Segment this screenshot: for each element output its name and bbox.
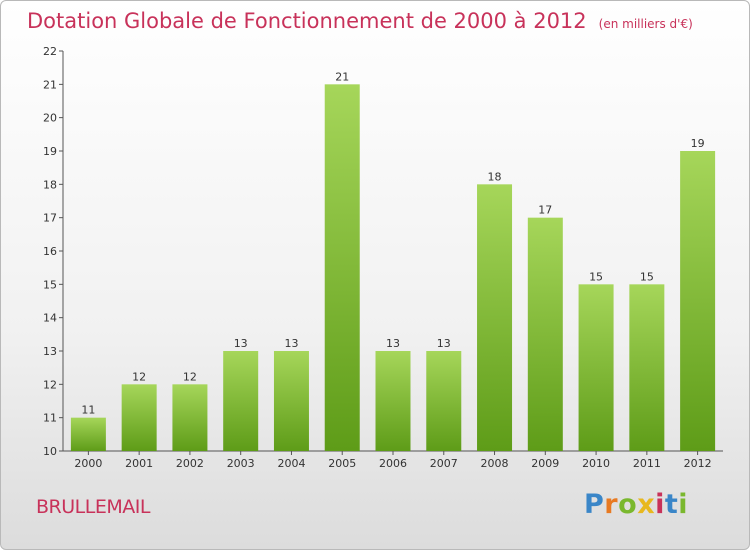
y-tick-label: 13 <box>43 345 57 358</box>
data-label: 13 <box>437 337 451 350</box>
logo-letter: i <box>678 489 689 520</box>
bar <box>629 284 665 451</box>
y-tick-label: 11 <box>43 412 57 425</box>
x-tick-label: 2007 <box>430 457 458 470</box>
y-tick-label: 22 <box>43 45 57 58</box>
bar <box>273 351 309 451</box>
data-label: 17 <box>538 204 552 217</box>
chart-title: Dotation Globale de Fonctionnement de 20… <box>27 9 587 33</box>
logo-letter: r <box>604 489 619 520</box>
data-label: 11 <box>81 404 95 417</box>
bar <box>121 384 157 451</box>
proxiti-logo[interactable]: Proxiti <box>584 489 688 520</box>
x-tick-label: 2001 <box>125 457 153 470</box>
data-label: 18 <box>488 170 502 183</box>
data-label: 12 <box>132 370 146 383</box>
x-tick-label: 2000 <box>74 457 102 470</box>
bar <box>223 351 259 451</box>
bar <box>477 184 513 452</box>
x-tick-label: 2002 <box>176 457 204 470</box>
y-tick-label: 16 <box>43 245 57 258</box>
data-labels: 11 12 12 13 13 21 13 13 18 17 15 15 19 <box>81 70 704 416</box>
bar <box>680 151 716 451</box>
x-tick-label: 2004 <box>277 457 305 470</box>
x-tick-label: 2003 <box>227 457 255 470</box>
title-row: Dotation Globale de Fonctionnement de 20… <box>27 9 693 33</box>
data-label: 13 <box>284 337 298 350</box>
bar <box>578 284 614 451</box>
y-tick-label: 14 <box>43 312 57 325</box>
logo-letter: P <box>584 489 605 520</box>
bar <box>527 217 563 451</box>
chart-subtitle: (en milliers d'€) <box>598 17 693 31</box>
y-tick-label: 12 <box>43 378 57 391</box>
y-tick-label: 19 <box>43 145 57 158</box>
logo-letter: t <box>664 489 679 520</box>
bar <box>70 417 106 451</box>
bar <box>426 351 462 451</box>
y-tick-label: 18 <box>43 178 57 191</box>
bar <box>324 84 360 451</box>
data-label: 15 <box>640 270 654 283</box>
data-label: 13 <box>386 337 400 350</box>
data-label: 13 <box>234 337 248 350</box>
data-label: 15 <box>589 270 603 283</box>
bars <box>70 84 716 452</box>
logo-letter: x <box>637 489 656 520</box>
x-tick-label: 2005 <box>328 457 356 470</box>
bar <box>172 384 208 451</box>
x-tick-label: 2008 <box>481 457 509 470</box>
data-label: 19 <box>691 137 705 150</box>
y-tick-label: 15 <box>43 278 57 291</box>
data-label: 12 <box>183 370 197 383</box>
logo-letter: o <box>618 489 638 520</box>
axes: 10 11 12 13 14 15 16 17 18 19 20 21 22 2000 2001 2002 20… <box>43 45 723 470</box>
bar <box>375 351 411 451</box>
y-tick-label: 10 <box>43 445 57 458</box>
x-tick-label: 2011 <box>633 457 661 470</box>
y-tick-label: 20 <box>43 112 57 125</box>
x-tick-label: 2012 <box>684 457 712 470</box>
logo-letter: i <box>655 489 665 520</box>
y-tick-label: 17 <box>43 212 57 225</box>
commune-name: BRULLEMAIL <box>36 496 150 518</box>
data-label: 21 <box>335 70 349 83</box>
x-tick-label: 2009 <box>531 457 559 470</box>
x-tick-label: 2006 <box>379 457 407 470</box>
x-tick-label: 2010 <box>582 457 610 470</box>
y-tick-label: 21 <box>43 78 57 91</box>
